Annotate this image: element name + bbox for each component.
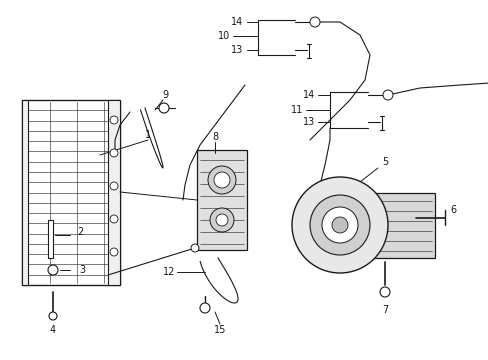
Circle shape (207, 166, 236, 194)
Circle shape (200, 303, 209, 313)
Circle shape (309, 17, 319, 27)
Circle shape (191, 244, 199, 252)
Bar (22, 100, 28, 285)
Circle shape (214, 172, 229, 188)
Text: 2: 2 (77, 227, 83, 237)
Circle shape (309, 195, 369, 255)
Bar (197, 150, 246, 250)
Circle shape (159, 103, 169, 113)
Text: 15: 15 (213, 325, 226, 335)
Text: 1: 1 (144, 130, 151, 140)
Circle shape (379, 287, 389, 297)
Circle shape (209, 208, 234, 232)
Text: 6: 6 (449, 205, 455, 215)
Text: 13: 13 (302, 117, 314, 127)
Text: 14: 14 (230, 17, 243, 27)
Text: 11: 11 (290, 105, 303, 115)
Text: 12: 12 (163, 267, 175, 277)
Circle shape (110, 182, 118, 190)
Bar (48, 220, 53, 258)
Text: 10: 10 (217, 31, 229, 41)
Text: 13: 13 (230, 45, 243, 55)
Circle shape (110, 248, 118, 256)
Circle shape (291, 177, 387, 273)
Circle shape (331, 217, 347, 233)
Circle shape (321, 207, 357, 243)
Text: 14: 14 (302, 90, 314, 100)
Text: 4: 4 (50, 325, 56, 335)
Text: 3: 3 (79, 265, 85, 275)
Text: 8: 8 (211, 132, 218, 142)
Circle shape (48, 265, 58, 275)
Text: 7: 7 (381, 305, 387, 315)
Circle shape (110, 116, 118, 124)
Circle shape (49, 312, 57, 320)
Circle shape (382, 90, 392, 100)
Bar (359, 193, 434, 258)
Text: 5: 5 (381, 157, 387, 167)
Circle shape (216, 214, 227, 226)
Circle shape (110, 215, 118, 223)
Text: 9: 9 (162, 90, 168, 100)
Bar (22, 100, 120, 285)
Circle shape (110, 149, 118, 157)
Bar (108, 100, 120, 285)
